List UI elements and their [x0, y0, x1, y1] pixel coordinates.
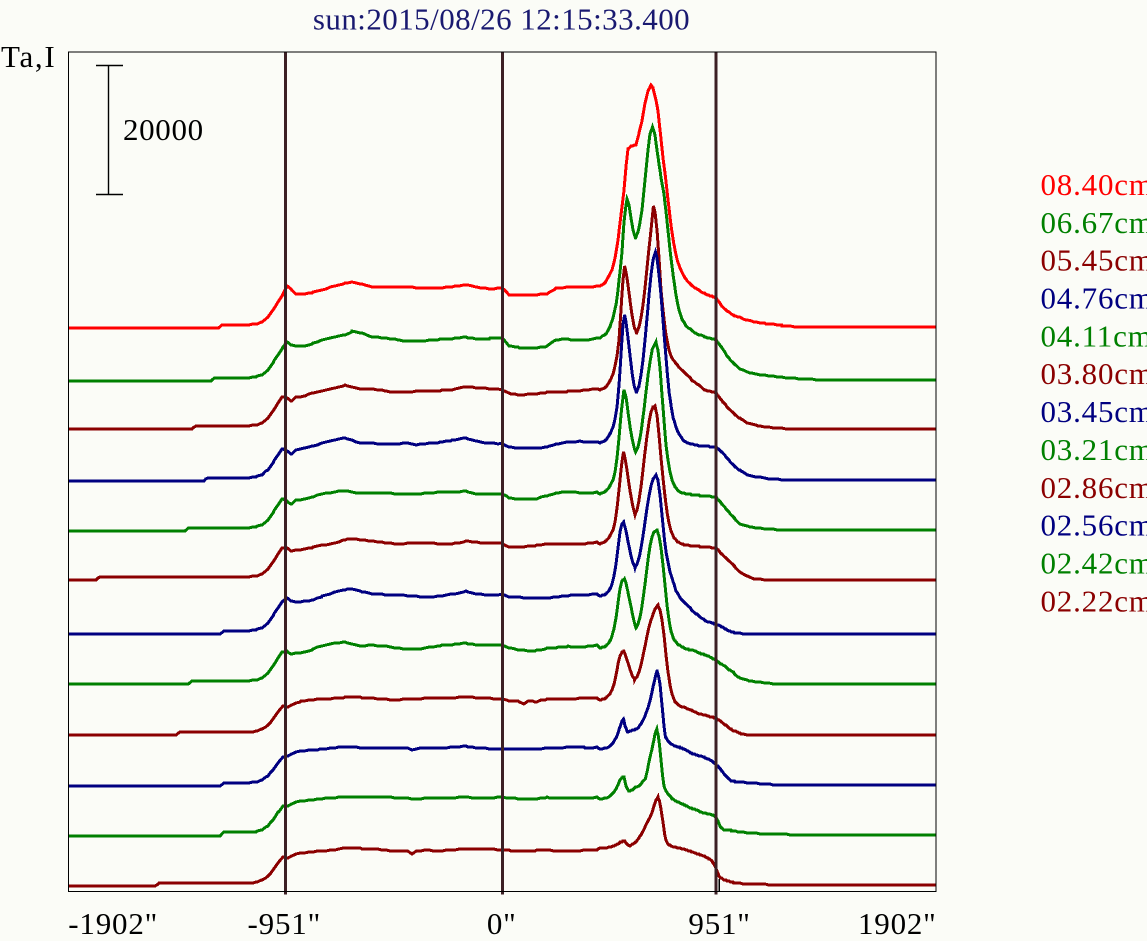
svg-text:03.21cm: 03.21cm	[1041, 432, 1147, 467]
svg-text:Ta,I: Ta,I	[1, 39, 56, 74]
svg-text:04.76cm: 04.76cm	[1041, 281, 1147, 316]
svg-text:03.45cm: 03.45cm	[1041, 394, 1147, 429]
svg-text:03.80cm: 03.80cm	[1041, 356, 1147, 391]
svg-text:-951": -951"	[248, 906, 321, 941]
svg-text:06.67cm: 06.67cm	[1041, 205, 1147, 240]
svg-text:0": 0"	[487, 906, 517, 941]
svg-text:1902": 1902"	[858, 906, 937, 941]
svg-text:02.56cm: 02.56cm	[1041, 508, 1147, 543]
svg-text:20000: 20000	[123, 112, 204, 147]
svg-text:08.40cm: 08.40cm	[1041, 167, 1147, 202]
svg-text:951": 951"	[688, 906, 750, 941]
svg-text:sun:2015/08/26 12:15:33.400: sun:2015/08/26 12:15:33.400	[313, 2, 690, 37]
svg-text:02.86cm: 02.86cm	[1041, 470, 1147, 505]
svg-text:04.11cm: 04.11cm	[1041, 318, 1147, 353]
svg-text:02.22cm: 02.22cm	[1041, 583, 1147, 618]
svg-text:02.42cm: 02.42cm	[1041, 546, 1147, 581]
svg-text:-1902": -1902"	[68, 906, 158, 941]
svg-text:05.45cm: 05.45cm	[1041, 243, 1147, 278]
